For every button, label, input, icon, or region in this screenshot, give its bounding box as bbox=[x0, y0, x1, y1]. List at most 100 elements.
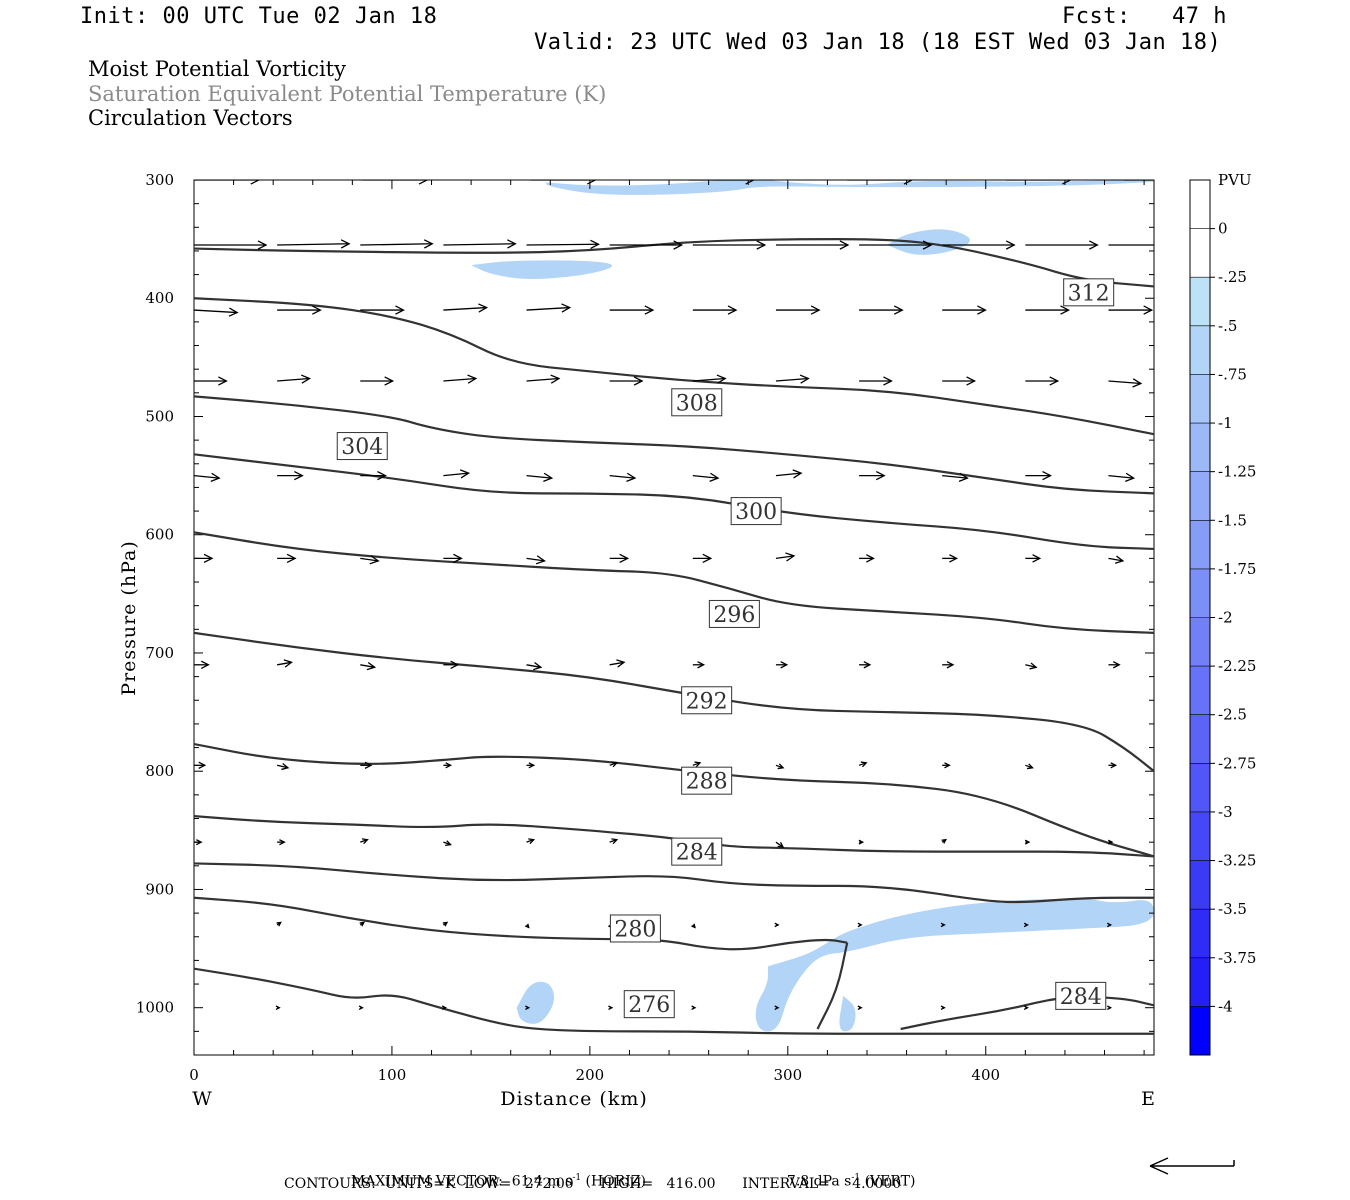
vector-arrow-head bbox=[774, 922, 780, 928]
contour-label: 312 bbox=[1068, 281, 1110, 306]
vector-arrow-head bbox=[858, 839, 865, 845]
vector-arrow bbox=[360, 664, 375, 668]
colorbar-swatch bbox=[1190, 666, 1210, 715]
vector-arrow-head bbox=[940, 1005, 946, 1010]
vector-arrow-head bbox=[507, 239, 517, 249]
vector-arrow-head bbox=[340, 239, 351, 249]
contour-line-296 bbox=[194, 631, 1154, 773]
circulation-vectors bbox=[194, 180, 1180, 1010]
vector-arrow-head bbox=[364, 761, 373, 769]
vector-arrow bbox=[1025, 664, 1037, 668]
vector-arrow-head bbox=[459, 469, 471, 479]
vector-arrow-head bbox=[384, 376, 395, 386]
vector-arrow-head bbox=[857, 1005, 863, 1010]
contour-label-box bbox=[671, 388, 723, 417]
vector-arrow-head bbox=[860, 761, 868, 768]
contour-label-box bbox=[681, 686, 733, 715]
vector-arrow-head bbox=[1023, 922, 1029, 928]
y-tick-label: 1000 bbox=[136, 999, 174, 1017]
vector-arrow-head bbox=[561, 303, 572, 313]
vector-arrow-head bbox=[300, 374, 311, 384]
vector-arrow-head bbox=[774, 1005, 780, 1010]
vector-arrow-head bbox=[949, 554, 959, 563]
x-end-label-west: W bbox=[192, 1088, 212, 1110]
vector-arrow-head bbox=[792, 469, 803, 479]
contour-label-box bbox=[609, 914, 661, 943]
contour-line-284 bbox=[194, 862, 1154, 904]
contour-label: 304 bbox=[341, 435, 383, 460]
vector-arrow-head bbox=[673, 240, 684, 250]
vector-arrow-head bbox=[977, 305, 987, 315]
vector-arrow-head bbox=[590, 239, 600, 250]
vector-arrow-head bbox=[1172, 241, 1180, 249]
pv-shading bbox=[471, 180, 1154, 1032]
contour-label-box bbox=[681, 766, 733, 795]
vector-arrow-head bbox=[944, 762, 951, 769]
vector-arrow-head bbox=[839, 240, 850, 250]
vector-arrow bbox=[526, 243, 599, 246]
vector-arrow-head bbox=[395, 305, 405, 315]
vector-arrow-head bbox=[441, 1005, 447, 1010]
x-axis-label: Distance (km) bbox=[500, 1088, 648, 1110]
colorbar-swatch bbox=[1190, 277, 1210, 326]
vector-arrow bbox=[360, 557, 379, 562]
vector-arrow-head bbox=[709, 472, 720, 482]
colorbar-label: -4 bbox=[1218, 997, 1233, 1015]
vector-arrow bbox=[276, 764, 289, 769]
colorbar-swatch bbox=[1190, 520, 1210, 569]
vector-arrow-head bbox=[1106, 1005, 1113, 1010]
y-tick-label: 500 bbox=[145, 407, 174, 425]
colorbar-label: -3.5 bbox=[1218, 900, 1247, 918]
colorbar-label: -3 bbox=[1218, 803, 1233, 821]
max-vector-vert-text: 7.8 dPa s-1 (VERT) bbox=[778, 1157, 916, 1190]
vector-arrow-head bbox=[875, 470, 886, 481]
contour-label: 308 bbox=[676, 391, 718, 416]
vector-arrow bbox=[609, 661, 625, 666]
vector-arrow bbox=[277, 377, 310, 382]
colorbar-label: -.75 bbox=[1218, 365, 1247, 383]
vector-arrow-head bbox=[608, 1005, 614, 1010]
vector-arrow-head bbox=[359, 921, 366, 927]
vector-arrow-head bbox=[1107, 839, 1114, 845]
field-title-theta: Saturation Equivalent Potential Temperat… bbox=[88, 82, 607, 106]
vector-arrow bbox=[277, 243, 350, 246]
vector-arrow-head bbox=[1024, 839, 1031, 845]
contour-info: CONTOURS: UNITS=K LOW= 272.00 HIGH= 416.… bbox=[284, 1176, 902, 1192]
vector-arrow-head bbox=[276, 921, 282, 927]
colorbar-swatch bbox=[1190, 909, 1210, 958]
vector-arrow-head bbox=[283, 659, 293, 668]
vector-arrow-head bbox=[543, 472, 554, 482]
vector-arrow-head bbox=[418, 180, 429, 185]
contour-label-box bbox=[336, 432, 388, 461]
pv-region-1 bbox=[886, 229, 970, 255]
vector-arrow-head bbox=[799, 374, 810, 384]
max-vector-vert-tail: (VERT) bbox=[860, 1173, 916, 1190]
colorbar-label: -1.5 bbox=[1218, 511, 1247, 529]
colorbar-label: -2.75 bbox=[1218, 754, 1256, 772]
vector-arrow-head bbox=[691, 1005, 697, 1010]
vector-arrow bbox=[194, 309, 238, 314]
colorbar-label: -.25 bbox=[1218, 268, 1247, 286]
vector-arrow-head bbox=[525, 1005, 531, 1010]
contour-label-box bbox=[730, 497, 782, 526]
y-axis-label: Pressure (hPa) bbox=[118, 540, 140, 696]
vector-arrow-head bbox=[1114, 555, 1125, 564]
vector-arrow bbox=[775, 555, 795, 560]
contour-line-304 bbox=[194, 453, 1154, 551]
vector-arrow bbox=[775, 472, 802, 477]
vector-arrow-head bbox=[535, 555, 546, 565]
vector-arrow-head bbox=[1029, 662, 1038, 670]
contour-line-288 bbox=[194, 815, 1154, 858]
reference-vector-arrow bbox=[1149, 1157, 1235, 1175]
vector-arrow-head bbox=[1060, 305, 1070, 315]
vector-arrow-head bbox=[203, 553, 214, 564]
contour-line-276 bbox=[194, 967, 1154, 1035]
vector-arrow bbox=[609, 474, 635, 479]
vector-arrow-head bbox=[966, 376, 977, 386]
vector-arrow bbox=[692, 377, 726, 382]
vector-arrow-head bbox=[863, 661, 872, 669]
contour-label: 280 bbox=[614, 917, 656, 942]
vector-arrow-head bbox=[366, 661, 377, 671]
vector-arrow-head bbox=[644, 305, 655, 315]
vector-arrow-head bbox=[810, 305, 821, 315]
